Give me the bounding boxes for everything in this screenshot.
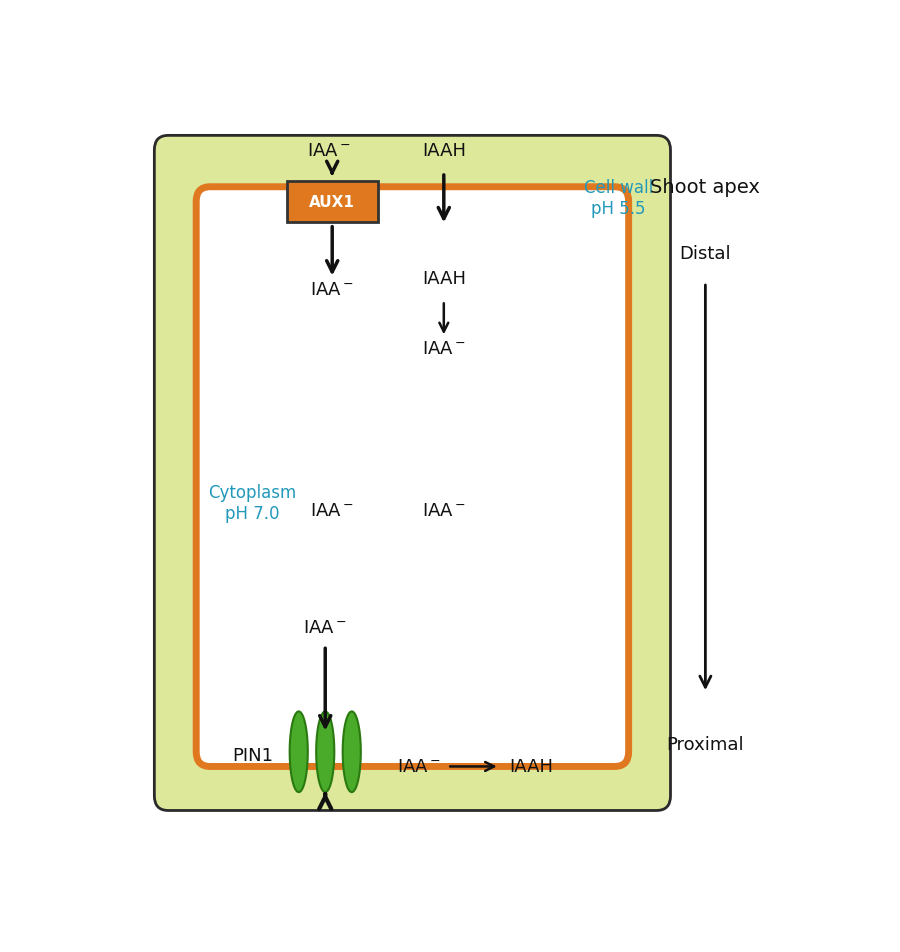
- Polygon shape: [343, 712, 361, 792]
- Text: IAAH: IAAH: [422, 270, 466, 288]
- Text: IAAH: IAAH: [422, 142, 466, 160]
- Polygon shape: [316, 712, 334, 792]
- Text: Shoot apex: Shoot apex: [651, 178, 760, 197]
- Text: IAA$^-$: IAA$^-$: [310, 281, 354, 299]
- Text: Distal: Distal: [680, 245, 731, 263]
- Text: Cell wall
pH 5.5: Cell wall pH 5.5: [583, 179, 652, 218]
- Text: IAA$^-$: IAA$^-$: [398, 758, 441, 776]
- Text: IAA$^-$: IAA$^-$: [422, 501, 465, 519]
- Text: IAA$^-$: IAA$^-$: [310, 501, 354, 519]
- Polygon shape: [290, 712, 308, 792]
- Text: IAA$^-$: IAA$^-$: [303, 619, 347, 636]
- FancyBboxPatch shape: [196, 188, 628, 766]
- Text: Cytoplasm
pH 7.0: Cytoplasm pH 7.0: [208, 484, 296, 522]
- Text: PIN1: PIN1: [232, 746, 273, 764]
- Text: IAA$^-$: IAA$^-$: [422, 340, 465, 358]
- FancyBboxPatch shape: [155, 136, 670, 811]
- Text: Proximal: Proximal: [667, 736, 744, 754]
- Text: AUX1: AUX1: [310, 195, 356, 209]
- Text: IAAH: IAAH: [509, 758, 553, 776]
- FancyBboxPatch shape: [287, 182, 378, 223]
- Text: IAA$^-$: IAA$^-$: [307, 142, 351, 160]
